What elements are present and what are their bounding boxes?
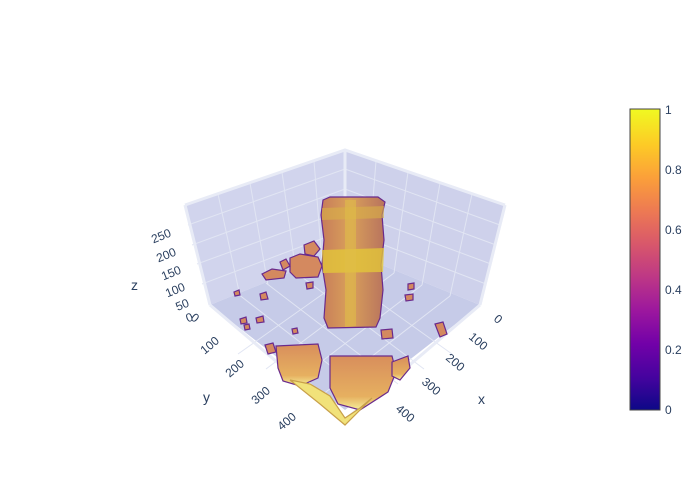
floor-slab-center — [329, 355, 397, 411]
blob-small-4 — [239, 316, 248, 325]
floor-slab-right — [391, 355, 411, 381]
colorbar-gradient — [629, 108, 661, 411]
blob-right-1 — [407, 282, 415, 291]
blob-small-2 — [259, 291, 269, 301]
right-back-pane — [345, 150, 505, 305]
z-tick: 0 — [184, 310, 196, 326]
z-axis-title: z — [131, 277, 138, 293]
y-tick: 400 — [275, 409, 300, 433]
z-axis: 250 200 150 100 50 0 z — [131, 226, 195, 326]
x-axis-title: x — [478, 391, 485, 407]
y-tick: 100 — [198, 333, 223, 357]
floor-slab-tip — [264, 342, 277, 355]
blob-small-1 — [233, 289, 241, 297]
y-axis-title: y — [203, 389, 210, 405]
y-tick: 300 — [249, 383, 274, 407]
blob-right-2 — [404, 293, 414, 302]
z-tick: 50 — [173, 296, 191, 314]
blob-small-5 — [243, 323, 251, 331]
blob-left-3 — [261, 268, 287, 281]
isosurface — [233, 196, 448, 426]
blob-small-7 — [305, 281, 314, 290]
blob-left-4 — [279, 258, 291, 271]
colorbar-tick: 0.4 — [665, 283, 682, 297]
blob-small-6 — [291, 327, 299, 335]
blob-right-3 — [380, 328, 394, 340]
blob-left-2 — [303, 240, 321, 257]
z-tick: 250 — [149, 226, 173, 247]
x-tick: 400 — [393, 402, 418, 426]
blob-right-4 — [434, 321, 448, 338]
colorbar-tick: 0.8 — [665, 163, 682, 177]
blob-small-3 — [255, 315, 265, 324]
colorbar-tick: 0.6 — [665, 223, 682, 237]
floor-corner — [289, 379, 373, 426]
colorbar-tick: 1 — [665, 103, 672, 117]
floor-pane — [210, 250, 480, 410]
y-tick: 200 — [223, 356, 248, 380]
floor-slab-left — [275, 343, 323, 387]
colorbar: 1 0.8 0.6 0.4 0.2 0 — [629, 103, 682, 417]
colorbar-tick: 0 — [665, 403, 672, 417]
x-tick: 300 — [419, 375, 444, 399]
x-tick: 200 — [443, 351, 468, 375]
column-vertical-stripe — [345, 200, 356, 327]
blob-left-1 — [289, 253, 323, 279]
x-tick: 100 — [466, 330, 491, 354]
z-tick: 200 — [154, 245, 178, 266]
x-tick: 0 — [491, 312, 505, 327]
colorbar-tick: 0.2 — [665, 343, 682, 357]
